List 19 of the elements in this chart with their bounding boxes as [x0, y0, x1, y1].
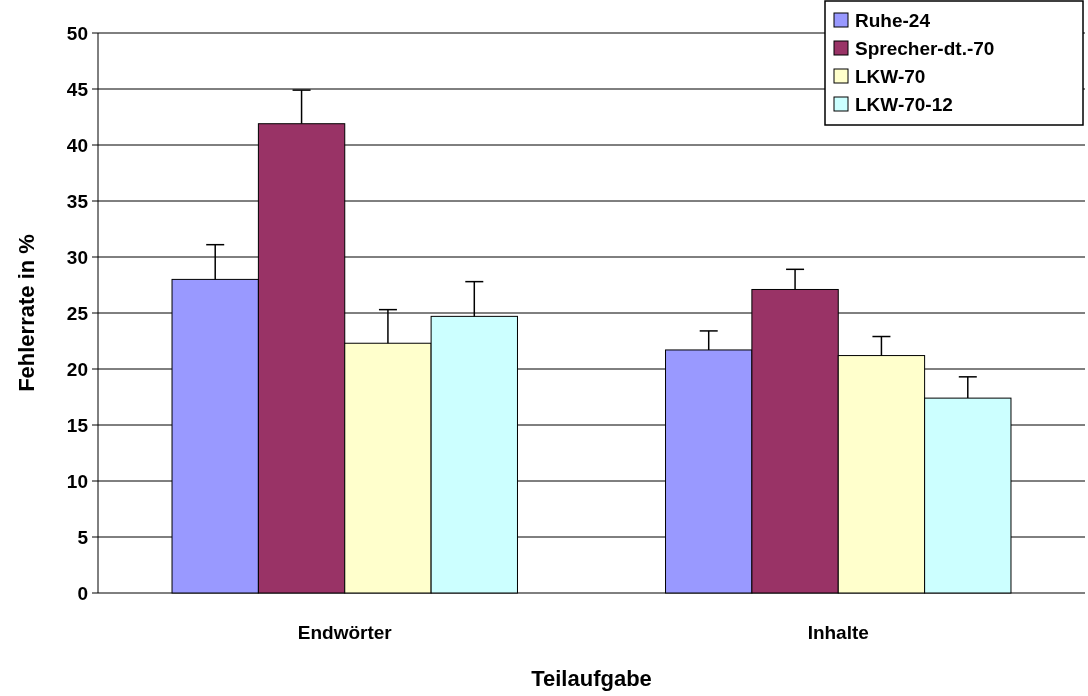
y-tick-label: 45 — [66, 78, 89, 100]
y-tick-label: 20 — [66, 358, 88, 380]
y-tick-label: 35 — [66, 190, 89, 212]
y-tick-label: 40 — [66, 134, 88, 156]
x-tick-label: Inhalte — [807, 622, 869, 643]
legend-label: Ruhe-24 — [855, 9, 931, 31]
y-tick-label: 30 — [66, 246, 88, 268]
y-tick-label: 25 — [66, 302, 89, 324]
legend-label: Sprecher-dt.-70 — [855, 37, 995, 59]
y-tick-label: 5 — [77, 526, 89, 548]
y-tick-label: 10 — [66, 470, 88, 492]
y-axis-title: Fehlerrate in % — [14, 234, 39, 392]
y-tick-label: 50 — [66, 22, 88, 44]
y-tick-label: 15 — [66, 414, 89, 436]
legend-label: LKW-70-12 — [855, 93, 953, 115]
y-tick-label: 0 — [77, 582, 88, 604]
x-tick-label: Endwörter — [297, 622, 393, 643]
legend-label: LKW-70 — [855, 65, 926, 87]
x-axis-title: Teilaufgabe — [531, 666, 652, 691]
